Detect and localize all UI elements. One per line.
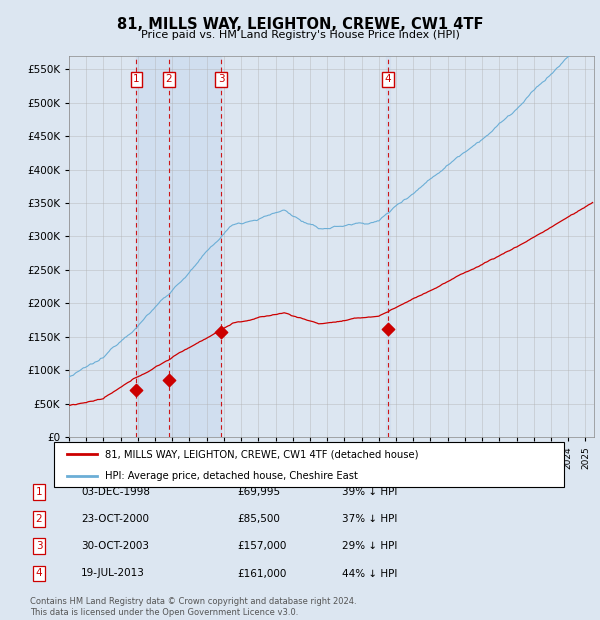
- Text: 81, MILLS WAY, LEIGHTON, CREWE, CW1 4TF: 81, MILLS WAY, LEIGHTON, CREWE, CW1 4TF: [117, 17, 483, 32]
- Point: [131, 385, 141, 395]
- Text: 29% ↓ HPI: 29% ↓ HPI: [342, 541, 397, 551]
- Point: [216, 327, 226, 337]
- Text: £69,995: £69,995: [237, 487, 280, 497]
- Bar: [386, 56, 390, 437]
- Text: 3: 3: [35, 541, 43, 551]
- Text: 4: 4: [385, 74, 391, 84]
- Text: 23-OCT-2000: 23-OCT-2000: [81, 514, 149, 524]
- Point: [164, 375, 174, 385]
- Text: 03-DEC-1998: 03-DEC-1998: [81, 487, 150, 497]
- Text: 2: 2: [166, 74, 172, 84]
- Text: 81, MILLS WAY, LEIGHTON, CREWE, CW1 4TF (detached house): 81, MILLS WAY, LEIGHTON, CREWE, CW1 4TF …: [105, 449, 419, 459]
- Text: 37% ↓ HPI: 37% ↓ HPI: [342, 514, 397, 524]
- Text: Contains HM Land Registry data © Crown copyright and database right 2024.
This d: Contains HM Land Registry data © Crown c…: [30, 598, 356, 617]
- Text: 30-OCT-2003: 30-OCT-2003: [81, 541, 149, 551]
- Text: 3: 3: [218, 74, 224, 84]
- Text: 4: 4: [35, 569, 43, 578]
- Text: 1: 1: [133, 74, 140, 84]
- Text: 19-JUL-2013: 19-JUL-2013: [81, 569, 145, 578]
- Text: £161,000: £161,000: [237, 569, 286, 578]
- Text: 1: 1: [35, 487, 43, 497]
- Text: Price paid vs. HM Land Registry's House Price Index (HPI): Price paid vs. HM Land Registry's House …: [140, 30, 460, 40]
- Point: [383, 324, 393, 334]
- Text: 2: 2: [35, 514, 43, 524]
- Bar: [136, 56, 221, 437]
- Text: £85,500: £85,500: [237, 514, 280, 524]
- Text: 39% ↓ HPI: 39% ↓ HPI: [342, 487, 397, 497]
- Text: HPI: Average price, detached house, Cheshire East: HPI: Average price, detached house, Ches…: [105, 471, 358, 480]
- Text: £157,000: £157,000: [237, 541, 286, 551]
- FancyBboxPatch shape: [54, 442, 564, 487]
- Text: 44% ↓ HPI: 44% ↓ HPI: [342, 569, 397, 578]
